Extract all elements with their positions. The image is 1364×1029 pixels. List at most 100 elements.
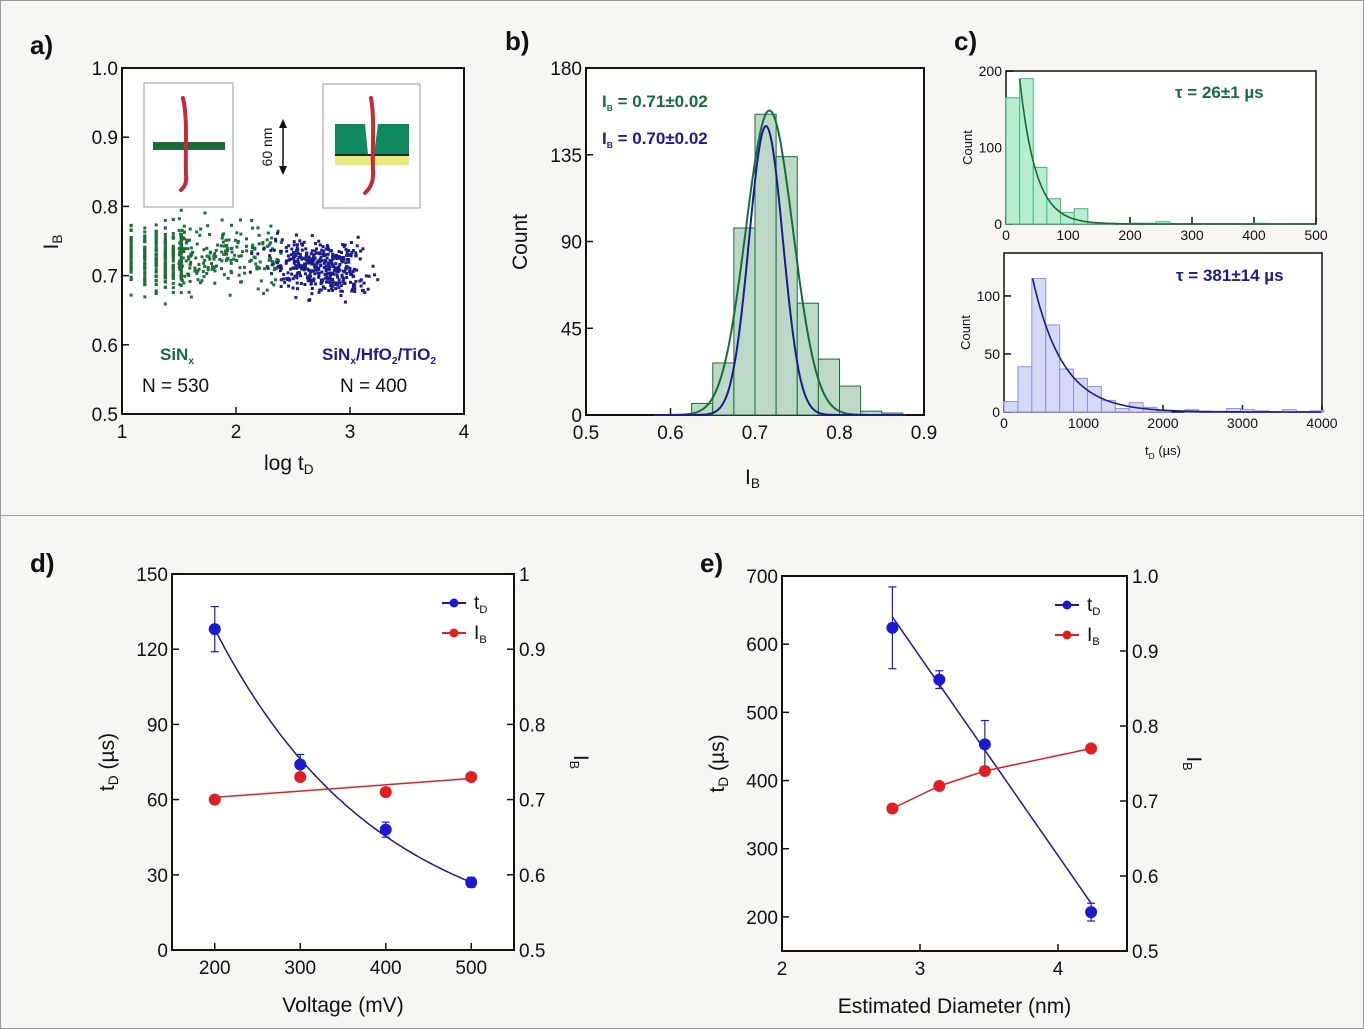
data-point-hfo2-tio2 bbox=[295, 264, 299, 268]
data-point-hfo2-tio2 bbox=[331, 264, 335, 268]
panel-label-e: e) bbox=[700, 548, 723, 578]
data-point-hfo2-tio2 bbox=[340, 273, 344, 277]
data-point-hfo2-tio2 bbox=[328, 273, 332, 277]
data-point-hfo2-tio2 bbox=[313, 256, 317, 260]
y-tick-label: 60 bbox=[147, 791, 168, 812]
data-point-hfo2-tio2 bbox=[315, 265, 319, 269]
data-point-sinx bbox=[235, 231, 239, 235]
x-tick-label: 0 bbox=[1002, 227, 1010, 243]
data-point-hfo2-tio2 bbox=[337, 256, 341, 260]
data-point-tD bbox=[1085, 906, 1098, 919]
data-point-sinx bbox=[178, 250, 182, 254]
data-point-sinx bbox=[209, 250, 213, 254]
x-axis-label: Voltage (mV) bbox=[282, 994, 403, 1017]
data-point-hfo2-tio2 bbox=[296, 257, 300, 261]
data-point-sinx bbox=[188, 279, 192, 283]
data-point-hfo2-tio2 bbox=[336, 266, 340, 270]
data-point-hfo2-tio2 bbox=[339, 293, 343, 297]
data-point-sinx bbox=[215, 264, 219, 268]
data-point-hfo2-tio2 bbox=[288, 278, 292, 282]
data-point-hfo2-tio2 bbox=[328, 276, 332, 280]
histogram-bar bbox=[1019, 78, 1034, 225]
data-point-hfo2-tio2 bbox=[345, 275, 349, 279]
data-point-hfo2-tio2 bbox=[348, 269, 352, 273]
data-point-sinx bbox=[267, 243, 271, 247]
data-point-hfo2-tio2 bbox=[347, 260, 351, 264]
data-point-hfo2-tio2 bbox=[324, 247, 328, 251]
data-point-hfo2-tio2 bbox=[312, 279, 316, 283]
data-point-sinx bbox=[163, 248, 167, 252]
data-point-sinx bbox=[258, 266, 262, 270]
gaussian-fit-line bbox=[653, 125, 906, 416]
data-point-sinx bbox=[234, 238, 238, 242]
data-point-hfo2-tio2 bbox=[282, 272, 286, 276]
dna-strand-icon bbox=[363, 96, 376, 195]
data-point-hfo2-tio2 bbox=[331, 288, 335, 292]
data-point-hfo2-tio2 bbox=[309, 278, 313, 282]
data-point-sinx bbox=[210, 267, 214, 271]
data-point-sinx bbox=[220, 236, 224, 240]
data-point-hfo2-tio2 bbox=[318, 257, 322, 261]
data-point-hfo2-tio2 bbox=[344, 247, 348, 251]
data-point-hfo2-tio2 bbox=[334, 262, 338, 266]
data-point-sinx bbox=[154, 248, 158, 252]
data-point-hfo2-tio2 bbox=[312, 269, 316, 273]
data-point-hfo2-tio2 bbox=[309, 282, 313, 286]
data-point-hfo2-tio2 bbox=[312, 255, 316, 259]
y-axis-label: tD (µs) bbox=[96, 733, 121, 791]
data-point-hfo2-tio2 bbox=[373, 273, 377, 277]
data-point-sinx bbox=[189, 254, 193, 258]
data-point-sinx bbox=[180, 278, 184, 282]
data-point-hfo2-tio2 bbox=[296, 251, 300, 255]
x-tick-label: 3 bbox=[345, 422, 356, 443]
data-point-hfo2-tio2 bbox=[300, 264, 304, 268]
data-point-hfo2-tio2 bbox=[327, 267, 331, 271]
data-point-hfo2-tio2 bbox=[280, 238, 284, 242]
data-point-hfo2-tio2 bbox=[291, 286, 295, 290]
data-point-hfo2-tio2 bbox=[315, 251, 319, 255]
data-point-sinx bbox=[179, 232, 183, 236]
data-point-hfo2-tio2 bbox=[318, 243, 322, 247]
data-point-hfo2-tio2 bbox=[275, 231, 279, 235]
data-point-sinx bbox=[171, 271, 175, 275]
arrow-down-icon bbox=[279, 166, 287, 175]
y-tick-label: 50 bbox=[984, 346, 1000, 362]
x-tick-label: 500 bbox=[1304, 227, 1328, 243]
data-point-hfo2-tio2 bbox=[301, 265, 305, 269]
data-point-hfo2-tio2 bbox=[330, 287, 334, 291]
data-point-sinx bbox=[203, 264, 207, 268]
panel-label-b: b) bbox=[505, 26, 530, 56]
data-point-hfo2-tio2 bbox=[329, 261, 333, 265]
data-point-sinx bbox=[163, 269, 167, 273]
data-point-sinx bbox=[252, 255, 256, 259]
data-point-hfo2-tio2 bbox=[330, 262, 334, 266]
data-point-hfo2-tio2 bbox=[296, 260, 300, 264]
fit-line-tD bbox=[214, 628, 472, 883]
data-point-sinx bbox=[171, 244, 175, 248]
data-point-sinx bbox=[154, 262, 158, 266]
data-point-IB bbox=[933, 780, 946, 792]
data-point-sinx bbox=[177, 228, 181, 232]
data-point-hfo2-tio2 bbox=[302, 240, 306, 244]
x-axis-label: log tD bbox=[264, 452, 314, 477]
data-point-sinx bbox=[212, 254, 216, 258]
data-point-hfo2-tio2 bbox=[315, 247, 319, 251]
data-point-sinx bbox=[226, 249, 230, 253]
data-point-sinx bbox=[205, 272, 209, 276]
data-point-hfo2-tio2 bbox=[324, 260, 328, 264]
data-point-hfo2-tio2 bbox=[256, 252, 260, 256]
chart-e: 2 3 4 200 300 400 500 600 700 0.5 0.6 0.7 0.8 0.9 1.0 t… bbox=[706, 567, 1205, 1018]
data-point-sinx bbox=[163, 254, 167, 258]
data-point-sinx bbox=[184, 259, 188, 263]
data-point-sinx bbox=[143, 226, 147, 230]
data-point-hfo2-tio2 bbox=[312, 258, 316, 262]
data-point-sinx bbox=[182, 250, 186, 254]
data-point-sinx bbox=[178, 253, 182, 257]
x-tick-label: 4000 bbox=[1306, 415, 1337, 431]
data-point-sinx bbox=[197, 267, 201, 271]
data-point-tD bbox=[208, 623, 221, 636]
data-point-sinx bbox=[163, 232, 167, 236]
data-point-hfo2-tio2 bbox=[295, 243, 299, 247]
data-point-hfo2-tio2 bbox=[345, 265, 349, 269]
data-point-sinx bbox=[240, 280, 244, 284]
